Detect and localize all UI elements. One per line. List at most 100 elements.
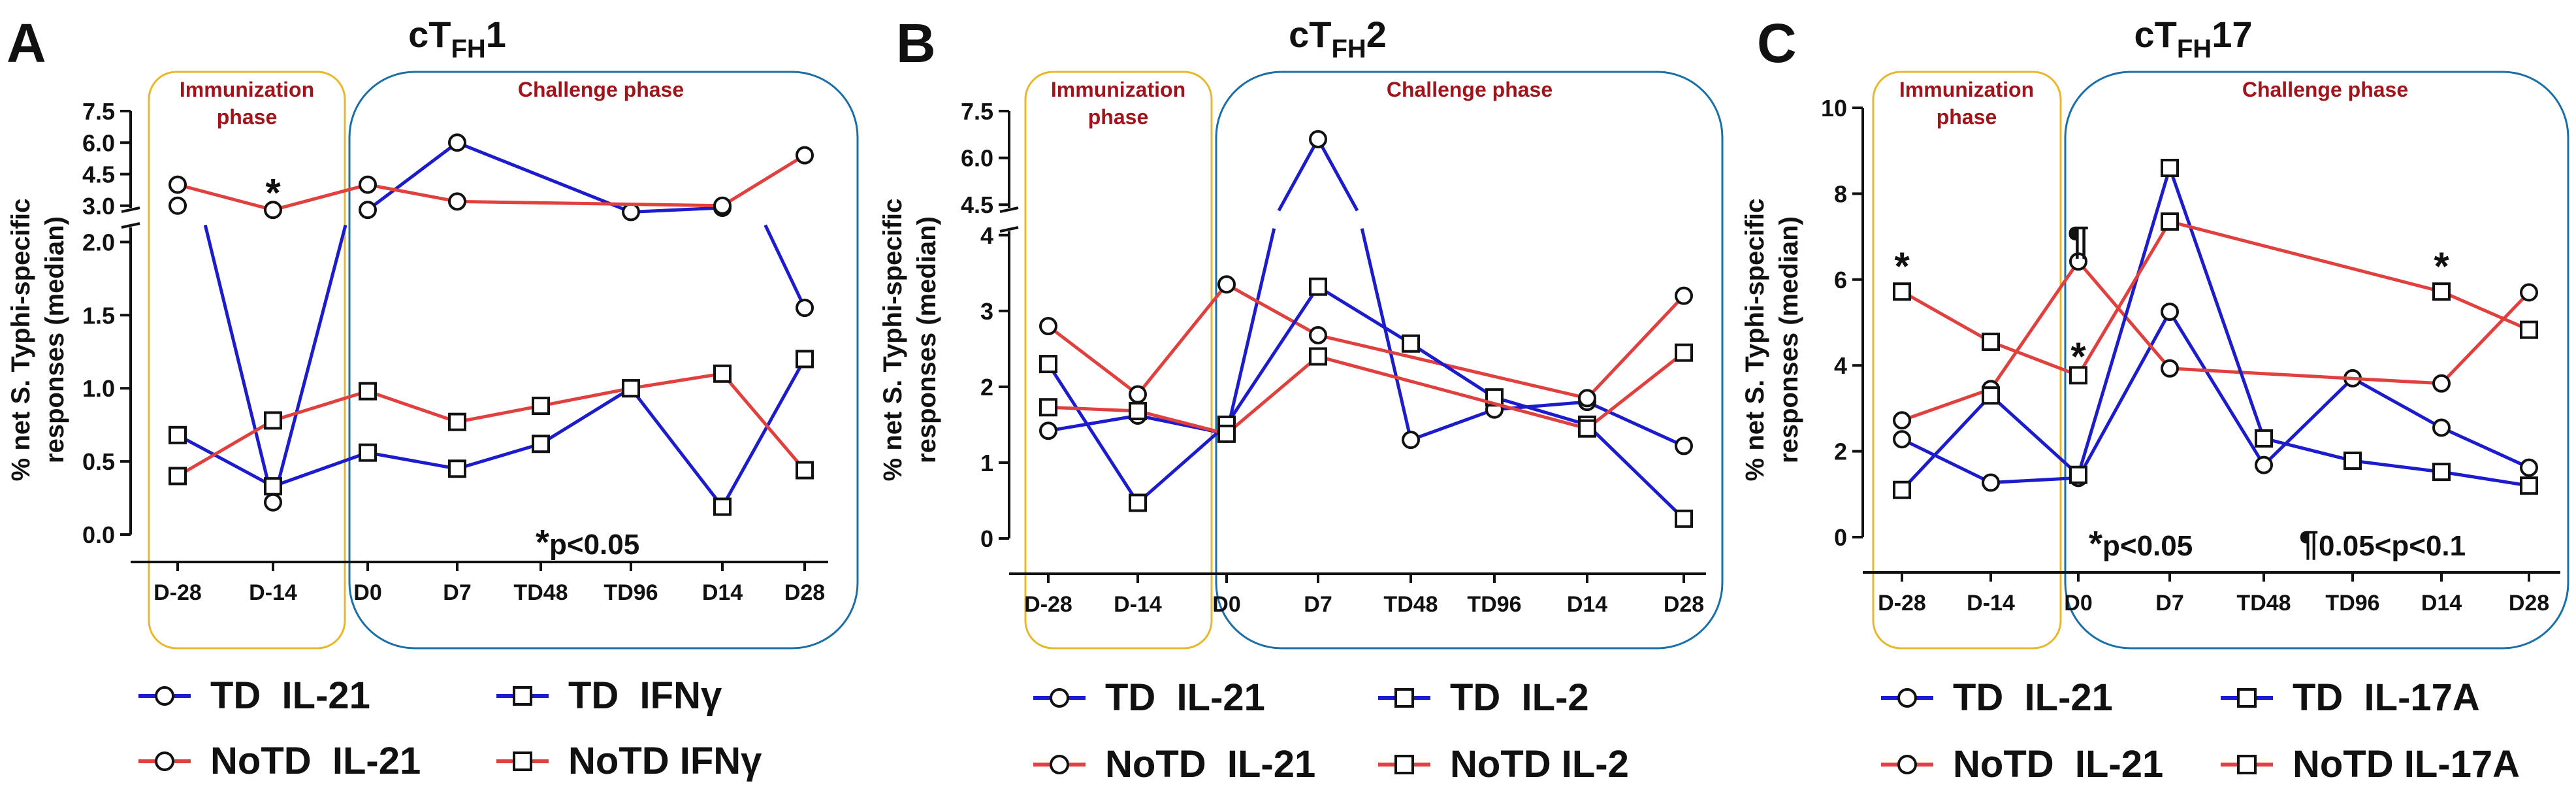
data-point-circle bbox=[169, 196, 187, 215]
title-suffix: 17 bbox=[2212, 14, 2252, 55]
x-tick-label: D28 bbox=[2509, 591, 2549, 616]
data-point-square bbox=[2520, 320, 2538, 339]
panel-letter: C bbox=[1757, 12, 1797, 74]
panel-a: A cTFH1 Immunization phase Challenge pha… bbox=[7, 12, 859, 782]
data-point-square bbox=[1982, 386, 2000, 405]
series-line-segment bbox=[721, 372, 806, 472]
data-point-circle bbox=[1402, 431, 1420, 450]
title-subscript: FH bbox=[1331, 35, 1366, 63]
significance-marker: ¶ bbox=[2067, 219, 2089, 263]
data-point-square bbox=[1675, 509, 1693, 528]
y-tick-label: 6 bbox=[1834, 267, 1847, 293]
x-tick-label: D7 bbox=[1304, 592, 1332, 617]
data-point-square bbox=[2255, 429, 2273, 448]
series-line-segment bbox=[2441, 470, 2530, 487]
series-notd-circle bbox=[1893, 252, 2538, 430]
data-point-square bbox=[448, 412, 466, 431]
series-line-segment bbox=[2076, 167, 2172, 476]
data-point-square bbox=[2161, 212, 2179, 231]
panel-letter: A bbox=[7, 12, 46, 74]
trend-note: ¶0.05<p<0.1 bbox=[2299, 524, 2466, 563]
challenge-phase-box bbox=[2064, 71, 2569, 650]
title-suffix: 2 bbox=[1366, 14, 1387, 55]
x-tick-label: TD96 bbox=[604, 580, 658, 605]
series-line-segment bbox=[1989, 394, 2080, 476]
y-tick-label: 4.5 bbox=[82, 161, 115, 188]
legend-label: NoTD IL-17A bbox=[2293, 743, 2520, 785]
data-point-square bbox=[2432, 282, 2451, 301]
data-point-square bbox=[1039, 355, 1057, 374]
data-point-square bbox=[1402, 334, 1420, 353]
series-line-segment bbox=[177, 183, 274, 212]
series-line-segment bbox=[1225, 228, 1276, 435]
phase-immunization-label-line2: phase bbox=[1937, 105, 1997, 129]
data-point-square bbox=[1217, 424, 1236, 443]
series-line-segment bbox=[457, 140, 632, 214]
series-line-segment bbox=[2076, 220, 2172, 376]
challenge-phase-box bbox=[1215, 71, 1724, 650]
data-point-square bbox=[2432, 463, 2451, 482]
y-tick-label: 7.5 bbox=[961, 98, 993, 125]
title-main: cT bbox=[408, 14, 451, 55]
immunization-phase-box bbox=[1024, 71, 1213, 650]
series-line-segment bbox=[1225, 355, 1319, 435]
axes: 0 1 2 3 4 4.5 6.0 7.5 D-28 D-14 D0 D7 TD48 TD96 D14 D28 bbox=[961, 98, 1706, 617]
x-tick-label: TD96 bbox=[2325, 591, 2379, 616]
y-tick-label: 4 bbox=[1834, 352, 1847, 379]
chart-title: cTFH2 bbox=[1289, 14, 1387, 63]
panel-c: C cTFH17 Immunization phase Challenge ph… bbox=[1741, 12, 2569, 785]
legend-item: NoTD IL-21 bbox=[1033, 743, 1315, 785]
data-point-circle bbox=[2069, 252, 2087, 271]
data-point-square bbox=[1309, 277, 1327, 296]
legend-marker-circle bbox=[155, 686, 174, 706]
legend-marker-square bbox=[513, 686, 532, 706]
series-line-segment bbox=[2441, 289, 2530, 331]
series-line-segment bbox=[1225, 286, 1320, 426]
significance-star: * bbox=[2089, 524, 2102, 563]
series-group bbox=[1039, 129, 1693, 528]
data-point-square bbox=[359, 443, 377, 462]
data-point-square bbox=[2520, 476, 2538, 495]
legend-marker-circle bbox=[1897, 688, 1917, 708]
y-tick-label: 0.5 bbox=[82, 448, 115, 475]
title-main: cT bbox=[1289, 14, 1331, 55]
y-tick-label: 4 bbox=[980, 222, 993, 249]
significance-note: *p<0.05 bbox=[2089, 524, 2193, 563]
legend-label: NoTD IL-21 bbox=[1105, 743, 1315, 785]
legend-label: TD IL-21 bbox=[210, 674, 370, 717]
series-line-segment bbox=[1989, 260, 2080, 390]
data-point-square bbox=[532, 435, 550, 454]
data-point-square bbox=[796, 461, 814, 480]
axis-break-mark bbox=[121, 206, 140, 213]
data-point-circle bbox=[1675, 437, 1693, 455]
data-point-square bbox=[448, 459, 466, 478]
series-line-segment bbox=[1277, 138, 1320, 212]
x-tick-label: D28 bbox=[784, 580, 825, 605]
phase-immunization-label-line2: phase bbox=[1088, 105, 1148, 129]
series-line-segment bbox=[630, 372, 723, 390]
phase-immunization-label-line2: phase bbox=[217, 105, 277, 129]
title-suffix: 1 bbox=[486, 14, 506, 55]
data-point-square bbox=[796, 350, 814, 369]
series-line-segment bbox=[272, 389, 368, 422]
x-tick-label: D-28 bbox=[1878, 591, 1926, 616]
series-line-segment bbox=[271, 224, 347, 503]
series-td-circle bbox=[1893, 303, 2538, 492]
legend-label: NoTD IL-21 bbox=[1953, 743, 2163, 785]
data-point-square bbox=[264, 411, 282, 430]
series-line-segment bbox=[272, 451, 368, 488]
data-point-circle bbox=[2161, 303, 2179, 322]
y-tick-label: 8 bbox=[1834, 180, 1847, 207]
legend-item: TD IL-21 bbox=[138, 674, 370, 717]
series-line-segment bbox=[539, 387, 632, 446]
data-point-circle bbox=[1039, 421, 1057, 440]
series-line-segment bbox=[367, 389, 458, 424]
data-point-square bbox=[2069, 465, 2087, 484]
data-point-square bbox=[713, 364, 732, 383]
axes: 0 2 4 6 8 10 D-28 D-14 D0 D7 TD48 TD96 D14 D28 bbox=[1821, 95, 2560, 616]
y-axis-label-line1: % net S. Typhi-specific bbox=[878, 199, 907, 482]
x-tick-label: D28 bbox=[1664, 592, 1704, 617]
series-td-square bbox=[1893, 158, 2538, 499]
x-tick-label: D0 bbox=[2064, 591, 2092, 616]
